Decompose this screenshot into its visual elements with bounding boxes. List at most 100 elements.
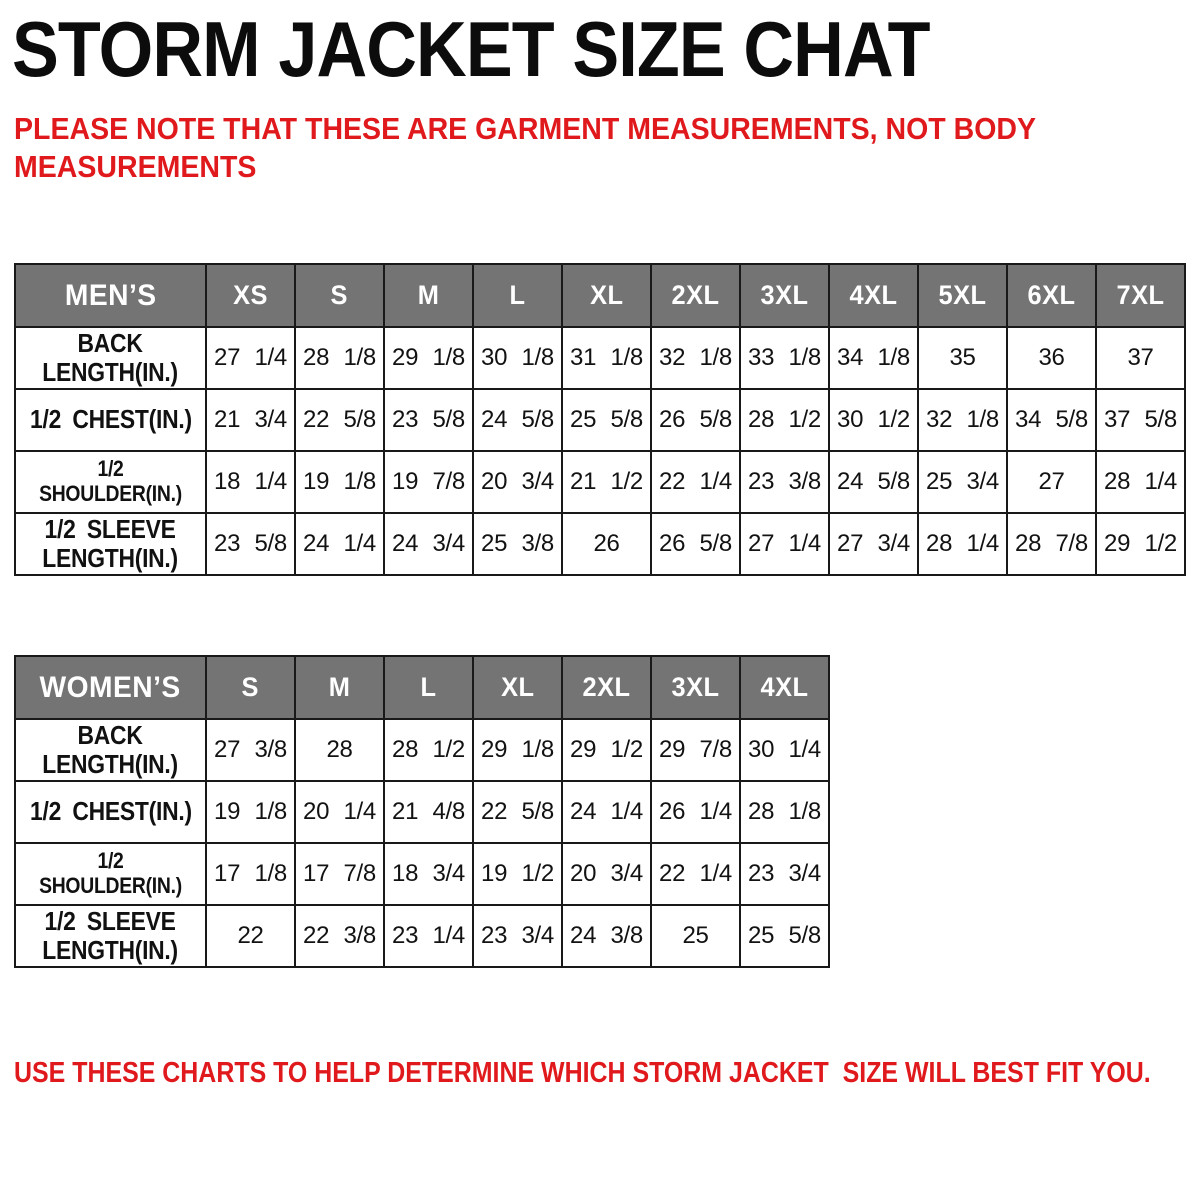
measurement-row: 1/2 CHEST(IN.) 19 1/8 20 1/4 21 4/8 22 5/8 24… [14,780,830,844]
fit-advice-note: USE THESE CHARTS TO HELP DETERMINE WHICH… [14,1057,1151,1089]
page-title: STORM JACKET SIZE CHAT [12,8,1032,91]
measurement-row-label: 1/2 SLEEVE LENGTH(IN.) [14,512,207,576]
measurement-cell: 25 3/4 [917,450,1008,514]
measurement-row-label-text: 1/2 SLEEVE LENGTH(IN.) [42,905,179,965]
measurement-cell: 28 [294,718,385,782]
measurement-cell: 23 3/8 [739,450,830,514]
size-column-header-xl: XL [472,655,563,720]
size-label: 4XL [849,280,898,310]
measurement-cell: 23 5/8 [205,512,296,576]
size-column-header-l: L [383,655,474,720]
measurement-cell: 27 1/4 [739,512,830,576]
measurement-cell: 32 1/8 [650,326,741,390]
measurement-cell: 27 3/4 [828,512,919,576]
measurement-cell: 36 [1006,326,1097,390]
measurement-row-label-text: 1/2 CHEST(IN.) [29,404,192,435]
measurement-cell: 19 1/8 [205,780,296,844]
garment-measurement-note: PLEASE NOTE THAT THESE ARE GARMENT MEASU… [14,110,1125,186]
measurement-cell: 22 5/8 [294,388,385,452]
measurement-cell: 26 5/8 [650,388,741,452]
measurement-cell: 24 1/4 [561,780,652,844]
measurement-cell: 22 3/8 [294,904,385,968]
measurement-cell: 28 1/8 [739,780,830,844]
measurement-row-label-text: 1/2 SHOULDER(IN.) [39,848,182,898]
measurement-cell: 28 7/8 [1006,512,1097,576]
size-label: M [417,280,440,310]
measurement-cell: 32 1/8 [917,388,1008,452]
measurement-cell: 25 5/8 [739,904,830,968]
size-label: 4XL [760,672,809,702]
measurement-cell: 22 1/4 [650,842,741,906]
measurement-cell: 28 1/2 [739,388,830,452]
measurement-row-label-text: 1/2 CHEST(IN.) [29,796,192,827]
size-label: 7XL [1116,280,1165,310]
measurement-cell: 19 1/8 [294,450,385,514]
measurement-row-label: BACK LENGTH(IN.) [14,326,207,390]
measurement-cell: 29 1/2 [561,718,652,782]
measurement-cell: 31 1/8 [561,326,652,390]
size-label: 5XL [938,280,987,310]
measurement-cell: 21 1/2 [561,450,652,514]
size-column-header-xl: XL [561,263,652,328]
size-label: 3XL [760,280,809,310]
measurement-row: 1/2 SLEEVE LENGTH(IN.) 22 22 3/8 23 1/4 23 3… [14,904,830,968]
measurement-cell: 22 1/4 [650,450,741,514]
measurement-row-label: 1/2 CHEST(IN.) [14,780,207,844]
size-column-header-2xl: 2XL [561,655,652,720]
size-column-header-s: S [294,263,385,328]
measurement-row: BACK LENGTH(IN.) 27 1/4 28 1/8 29 1/8 30 1/8… [14,326,1186,390]
measurement-row-label: 1/2 SHOULDER(IN.) [14,450,207,514]
size-column-header-7xl: 7XL [1095,263,1186,328]
measurement-cell: 30 1/2 [828,388,919,452]
womens-size-table-container: WOMEN’S S M L XL 2XL 3XL 4XL BACK LENGTH(IN.) 27 … [14,655,830,968]
measurement-cell: 29 1/8 [383,326,474,390]
measurement-cell: 33 1/8 [739,326,830,390]
size-label: 6XL [1027,280,1076,310]
size-label: 3XL [671,672,720,702]
measurement-row: 1/2 SLEEVE LENGTH(IN.) 23 5/8 24 1/4 24 3/4… [14,512,1186,576]
size-column-header-l: L [472,263,563,328]
measurement-row-label-text: 1/2 SLEEVE LENGTH(IN.) [42,513,179,573]
measurement-row-label-text: 1/2 SHOULDER(IN.) [39,456,182,506]
measurement-cell: 20 3/4 [561,842,652,906]
size-label: L [420,672,437,702]
measurement-cell: 23 5/8 [383,388,474,452]
measurement-cell: 37 5/8 [1095,388,1186,452]
size-label: S [330,280,349,310]
womens-size-table: WOMEN’S S M L XL 2XL 3XL 4XL BACK LENGTH(IN.) 27 … [14,655,830,968]
measurement-row-label-text: BACK LENGTH(IN.) [42,719,179,779]
measurement-cell: 28 1/4 [917,512,1008,576]
measurement-cell: 25 3/8 [472,512,563,576]
measurement-row-label: 1/2 SHOULDER(IN.) [14,842,207,906]
size-label: S [241,672,260,702]
size-column-header-xs: XS [205,263,296,328]
measurement-row-label: 1/2 SLEEVE LENGTH(IN.) [14,904,207,968]
womens-gender-header: WOMEN’S [14,655,207,720]
measurement-cell: 30 1/4 [739,718,830,782]
mens-header-row: MEN’S XS S M L XL 2XL 3XL 4XL 5XL 6XL 7XL [14,263,1186,328]
measurement-cell: 23 3/4 [739,842,830,906]
measurement-cell: 19 7/8 [383,450,474,514]
measurement-cell: 27 1/4 [205,326,296,390]
measurement-cell: 17 1/8 [205,842,296,906]
measurement-cell: 29 7/8 [650,718,741,782]
size-label: L [509,280,526,310]
mens-gender-header: MEN’S [14,263,207,328]
measurement-cell: 22 5/8 [472,780,563,844]
size-label: XL [500,672,535,702]
gender-label: MEN’S [64,278,157,312]
measurement-row: 1/2 SHOULDER(IN.) 18 1/4 19 1/8 19 7/8 20 3/… [14,450,1186,514]
size-column-header-5xl: 5XL [917,263,1008,328]
measurement-cell: 17 7/8 [294,842,385,906]
measurement-cell: 18 1/4 [205,450,296,514]
measurement-cell: 30 1/8 [472,326,563,390]
measurement-cell: 28 1/8 [294,326,385,390]
measurement-cell: 25 5/8 [561,388,652,452]
measurement-cell: 34 1/8 [828,326,919,390]
size-column-header-2xl: 2XL [650,263,741,328]
measurement-cell: 20 1/4 [294,780,385,844]
size-column-header-3xl: 3XL [739,263,830,328]
measurement-cell: 19 1/2 [472,842,563,906]
measurement-cell: 25 [650,904,741,968]
